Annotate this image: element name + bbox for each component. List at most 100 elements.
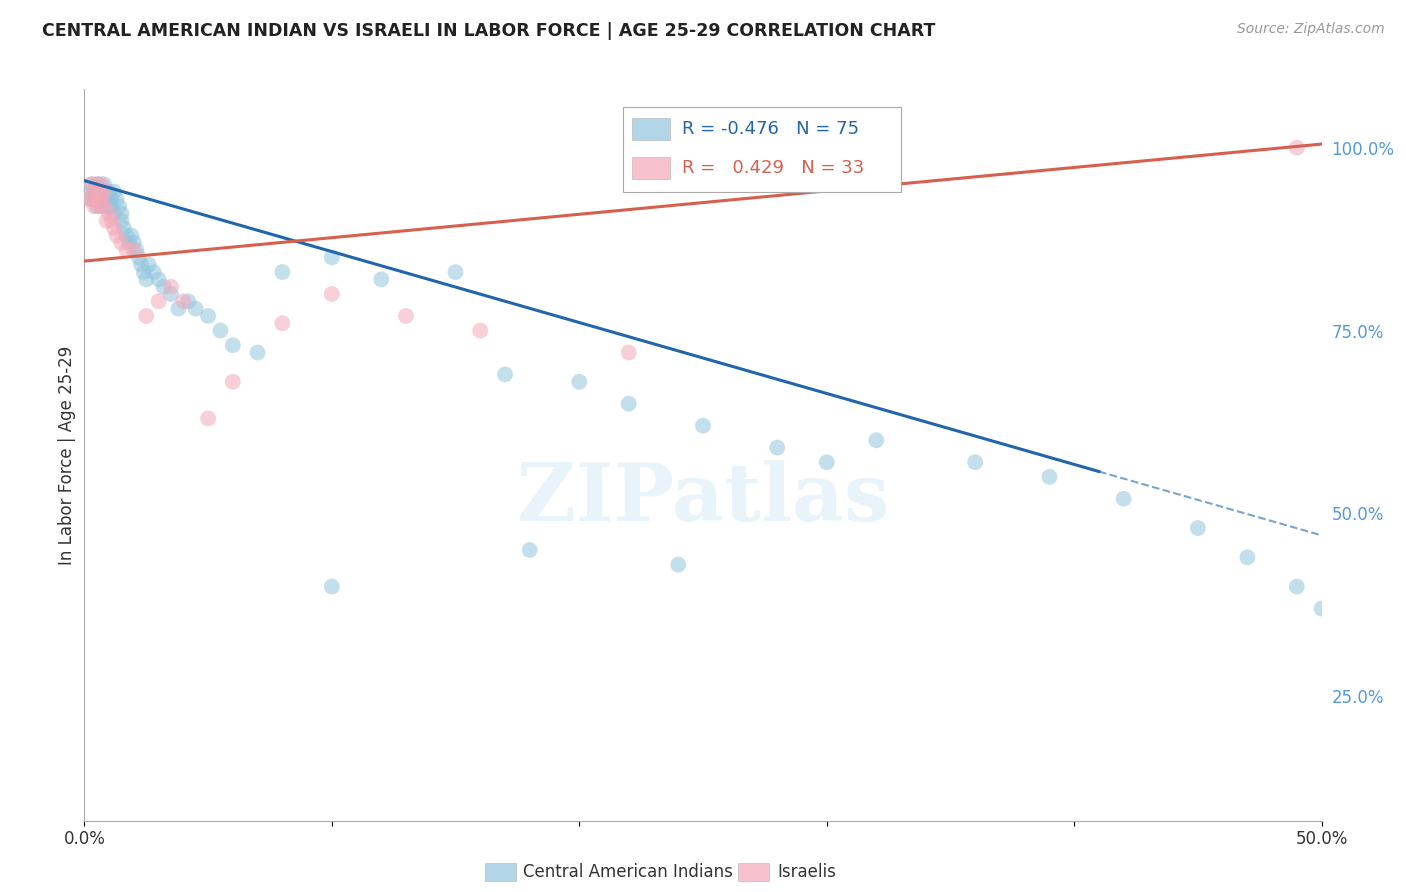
Point <box>98 185 121 199</box>
Point <box>395 309 418 323</box>
Text: R =   0.429   N = 33: R = 0.429 N = 33 <box>682 159 865 178</box>
Text: CENTRAL AMERICAN INDIAN VS ISRAELI IN LABOR FORCE | AGE 25-29 CORRELATION CHART: CENTRAL AMERICAN INDIAN VS ISRAELI IN LA… <box>42 22 935 40</box>
Point <box>98 192 121 206</box>
Point <box>1038 470 1060 484</box>
Point <box>167 301 190 316</box>
Point <box>138 258 160 272</box>
Point <box>128 251 150 265</box>
Point <box>135 272 157 286</box>
Point <box>177 294 200 309</box>
Point <box>89 192 111 206</box>
Point <box>83 185 105 199</box>
Y-axis label: In Labor Force | Age 25-29: In Labor Force | Age 25-29 <box>58 345 76 565</box>
Point <box>100 214 122 228</box>
Point <box>617 397 640 411</box>
Point <box>80 185 103 199</box>
Point <box>98 199 121 213</box>
Point <box>100 199 122 213</box>
Point <box>148 272 170 286</box>
Bar <box>633 118 669 140</box>
Point <box>494 368 516 382</box>
Point <box>1285 141 1308 155</box>
Point <box>815 455 838 469</box>
Point <box>122 243 145 257</box>
Point <box>89 185 111 199</box>
Point <box>209 324 232 338</box>
Point <box>103 185 125 199</box>
Point <box>96 185 118 199</box>
Point <box>184 301 207 316</box>
Point <box>93 199 115 213</box>
Point <box>120 228 142 243</box>
Point <box>118 235 141 250</box>
Point <box>142 265 165 279</box>
Point <box>90 185 112 199</box>
Point <box>89 199 111 213</box>
Point <box>197 309 219 323</box>
Point <box>148 294 170 309</box>
Point <box>271 316 294 330</box>
Point <box>470 324 492 338</box>
FancyBboxPatch shape <box>623 108 901 192</box>
Point <box>93 185 115 199</box>
Point <box>222 338 245 352</box>
Point <box>125 243 148 257</box>
Point <box>93 192 115 206</box>
Point <box>105 228 128 243</box>
Point <box>766 441 789 455</box>
Point <box>865 434 887 448</box>
Point <box>79 192 101 206</box>
Point <box>115 243 138 257</box>
Text: ZIPatlas: ZIPatlas <box>517 459 889 538</box>
Text: Source: ZipAtlas.com: Source: ZipAtlas.com <box>1237 22 1385 37</box>
Point <box>80 178 103 192</box>
Point <box>93 185 115 199</box>
Text: Central American Indians: Central American Indians <box>523 863 733 881</box>
Point <box>103 206 125 220</box>
Point <box>89 178 111 192</box>
Text: R = -0.476   N = 75: R = -0.476 N = 75 <box>682 120 859 138</box>
Point <box>1112 491 1135 506</box>
Point <box>108 199 131 213</box>
Point <box>80 178 103 192</box>
Point <box>90 192 112 206</box>
Point <box>444 265 467 279</box>
Point <box>222 375 245 389</box>
Point <box>271 265 294 279</box>
Point <box>90 178 112 192</box>
Point <box>86 192 108 206</box>
Point <box>83 192 105 206</box>
Point <box>129 258 152 272</box>
Point <box>110 235 132 250</box>
Point <box>1310 601 1333 615</box>
Point <box>86 178 108 192</box>
Point <box>86 178 108 192</box>
Point <box>112 221 135 235</box>
Point <box>321 251 343 265</box>
Point <box>1187 521 1209 535</box>
Point <box>160 279 183 293</box>
Point <box>132 265 155 279</box>
Point <box>98 206 121 220</box>
Text: Israelis: Israelis <box>778 863 837 881</box>
Point <box>105 192 128 206</box>
Point <box>86 199 108 213</box>
Point <box>79 192 101 206</box>
Point <box>93 178 115 192</box>
Point <box>1236 550 1258 565</box>
Point <box>96 214 118 228</box>
Point <box>90 192 112 206</box>
Point <box>96 192 118 206</box>
Point <box>89 185 111 199</box>
Point <box>321 580 343 594</box>
Point <box>103 221 125 235</box>
Point <box>110 206 132 220</box>
Point <box>321 287 343 301</box>
Point <box>100 192 122 206</box>
Point <box>83 199 105 213</box>
Point <box>122 235 145 250</box>
Point <box>160 287 183 301</box>
Point <box>110 214 132 228</box>
Point <box>666 558 689 572</box>
Point <box>135 309 157 323</box>
